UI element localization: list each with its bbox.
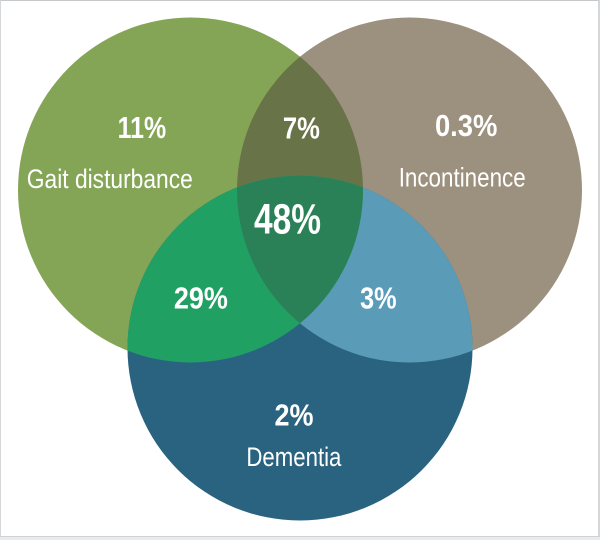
svg-text:Incontinence: Incontinence <box>399 163 526 193</box>
svg-text:7%: 7% <box>283 111 320 146</box>
svg-text:Gait disturbance: Gait disturbance <box>27 164 193 194</box>
svg-text:11%: 11% <box>118 110 167 145</box>
svg-text:2%: 2% <box>275 398 314 433</box>
svg-text:Dementia: Dementia <box>246 442 342 472</box>
svg-text:29%: 29% <box>174 281 228 316</box>
svg-text:48%: 48% <box>254 196 321 244</box>
svg-text:0.3%: 0.3% <box>435 108 498 143</box>
svg-text:3%: 3% <box>360 281 397 316</box>
